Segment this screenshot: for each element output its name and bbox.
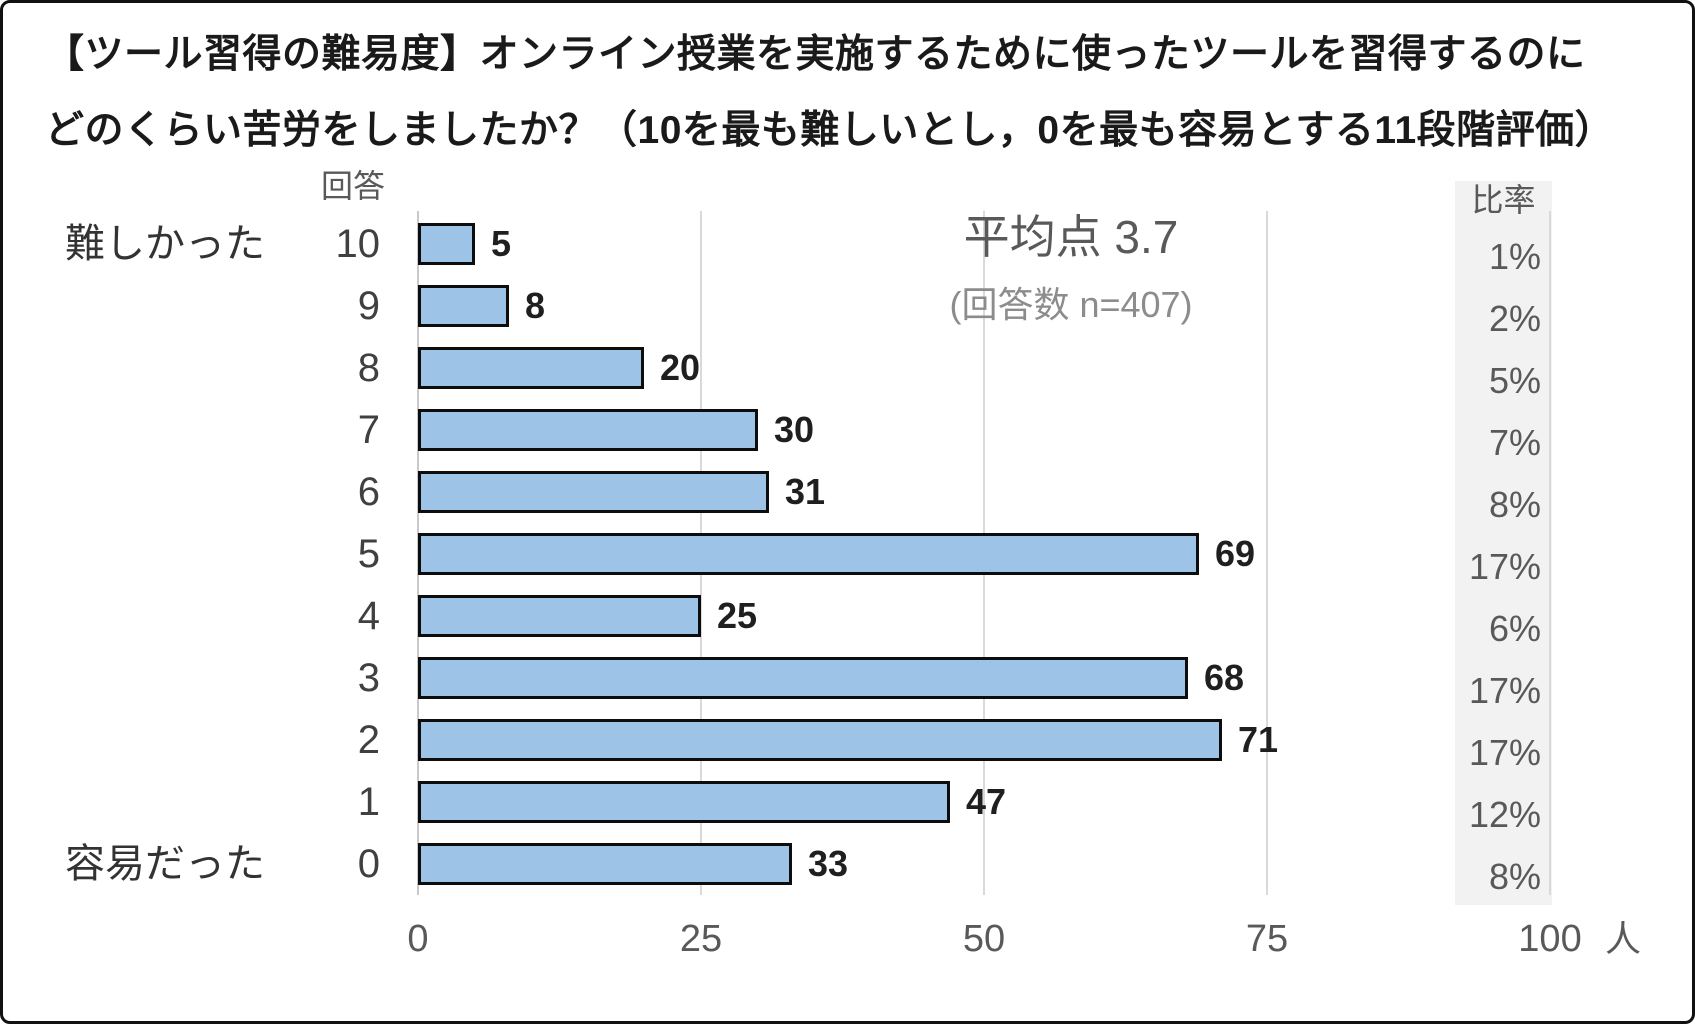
gridline-x-100 [1549,211,1551,895]
mean-annotation: 平均点 3.7 [963,211,1179,263]
x-tick-label: 75 [1245,918,1289,960]
bar [418,843,792,885]
percent-value: 5% [1488,360,1541,401]
bar [418,719,1222,761]
percent-value: 2% [1488,298,1541,339]
y-axis-header: 回答 [320,168,385,204]
row-label: 10 [335,222,381,266]
bar [418,409,758,451]
bar [418,285,509,327]
percent-value: 12% [1468,794,1541,835]
bar-value-label: 71 [1238,719,1279,760]
percent-value: 8% [1488,484,1541,525]
row-label: 4 [357,594,380,638]
row-label: 1 [357,780,380,824]
x-tick-label: 25 [679,918,723,960]
gridline-x-75 [1266,211,1268,895]
bar-value-label: 31 [785,471,826,512]
bar-value-label: 47 [966,781,1007,822]
bar [418,223,475,265]
percent-column-background [1455,181,1552,905]
row-label: 0 [357,842,380,886]
bar-value-label: 25 [717,595,758,636]
percent-column-header: 比率 [1471,182,1536,218]
row-label: 2 [357,718,380,762]
n-annotation: (回答数 n=407) [949,284,1193,325]
bar-value-label: 33 [808,843,849,884]
bar [418,595,701,637]
percent-value: 17% [1468,546,1541,587]
bar [418,471,769,513]
bar-value-label: 30 [774,409,815,450]
bar [418,781,950,823]
bar-value-label: 8 [525,285,546,326]
easy-label: 容易だった [65,842,265,886]
difficult-label: 難しかった [65,222,265,266]
row-label: 3 [357,656,380,700]
percent-value: 17% [1468,732,1541,773]
percent-value: 6% [1488,608,1541,649]
x-tick-label: 0 [407,918,429,960]
row-label: 9 [357,284,380,328]
bar [418,533,1199,575]
percent-value: 17% [1468,670,1541,711]
row-label: 7 [357,408,380,452]
percent-value: 8% [1488,856,1541,897]
x-axis-unit-label: 人 [1604,918,1641,959]
x-tick-label: 100 [1518,918,1582,960]
bar-value-label: 5 [491,223,512,264]
bar [418,347,644,389]
row-label: 8 [357,346,380,390]
bar-value-label: 68 [1204,657,1245,698]
row-label: 5 [357,532,380,576]
percent-value: 7% [1488,422,1541,463]
bar [418,657,1188,699]
bar-value-label: 69 [1215,533,1256,574]
x-tick-label: 50 [962,918,1006,960]
chart-title-line1: 【ツール習得の難易度】オンライン授業を実施するために使ったツールを習得するのに [45,33,1586,76]
chart-title: 【ツール習得の難易度】オンライン授業を実施するために使ったツールを習得するのに … [45,17,1615,169]
percent-value: 1% [1488,236,1541,277]
bar-value-label: 20 [660,347,701,388]
chart-title-line2: どのくらい苦労をしましたか？（10を最も難しいとし，0を最も容易とする11段階評… [45,109,1615,152]
row-label: 6 [357,470,380,514]
